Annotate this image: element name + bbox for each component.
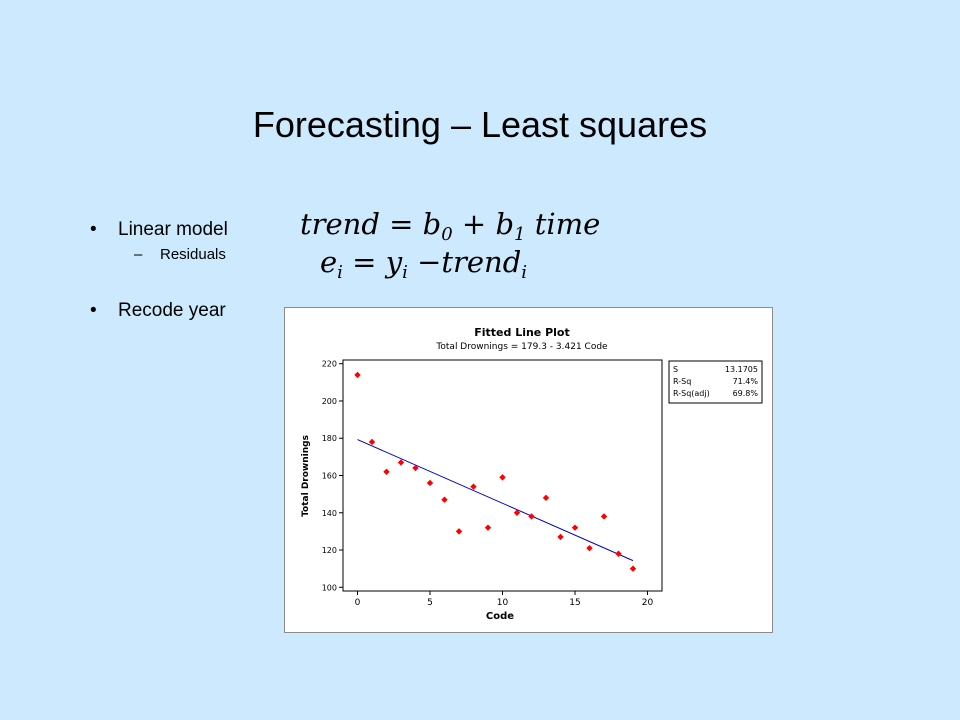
stats-box: S 13.1705 R-Sq 71.4% R-Sq(adj) 69.8%: [668, 360, 763, 404]
bullet-linear-model: • Linear model: [90, 218, 228, 242]
data-point: [354, 371, 361, 379]
chart-subtitle: Total Drownings = 179.3 - 3.421 Code: [435, 342, 608, 352]
y-axis-label: Total Drownings: [301, 435, 311, 517]
data-point: [528, 513, 535, 520]
x-tick-label: 20: [642, 598, 654, 608]
data-point: [557, 533, 564, 541]
data-point: [513, 509, 521, 516]
stats-value: 69.8%: [733, 389, 759, 398]
bullet-text: Recode year: [118, 300, 226, 321]
data-point: [470, 483, 477, 490]
y-tick-label: 180: [322, 434, 337, 443]
stats-label: R-Sq(adj): [673, 389, 710, 398]
data-point: [542, 494, 550, 502]
data-point: [397, 459, 405, 466]
stats-label: R-Sq: [673, 377, 691, 386]
formula-term: trend: [300, 207, 380, 241]
chart-title: Fitted Line Plot: [474, 326, 570, 339]
fitted-regression-line: [357, 439, 634, 562]
y-tick-label: 140: [322, 509, 337, 518]
bullet-text: Linear model: [118, 219, 228, 240]
data-point: [426, 479, 434, 487]
formula-subscript: 1: [514, 224, 526, 245]
y-tick-label: 160: [322, 472, 337, 481]
x-tick-label: 0: [355, 598, 361, 608]
formula-term: trend: [441, 245, 522, 279]
stats-value: 13.1705: [725, 365, 758, 374]
fitted-line-plot: Fitted Line Plot Total Drownings = 179.3…: [284, 307, 773, 633]
x-tick-label: 5: [427, 598, 433, 608]
formula-subscript: i: [337, 262, 343, 283]
data-point: [383, 468, 390, 475]
x-axis-label: Code: [486, 611, 514, 622]
data-point: [629, 565, 637, 572]
data-point: [600, 513, 608, 520]
y-tick-label: 200: [322, 397, 337, 406]
x-tick-label: 10: [497, 598, 509, 608]
x-tick-label: 15: [569, 598, 580, 608]
formula-term: y: [385, 245, 403, 279]
data-point: [455, 528, 463, 535]
axes: 0 5 10 15 20 100 120 140 160 180 200 220: [322, 360, 654, 608]
bullet-recode-year: • Recode year: [90, 299, 226, 323]
data-point: [615, 550, 622, 557]
y-tick-label: 100: [322, 583, 337, 592]
subbullet-text: Residuals: [160, 246, 226, 263]
formula-term: b: [495, 207, 515, 241]
y-tick-label: 220: [322, 360, 337, 369]
formula-subscript: i: [402, 262, 408, 283]
stats-box-frame: [668, 360, 763, 404]
subbullet-dash: –: [134, 246, 143, 263]
y-tick-label: 120: [322, 546, 337, 555]
formula-subscript: i: [521, 262, 528, 283]
formula-term: e: [320, 245, 338, 279]
data-point: [499, 474, 506, 481]
data-point: [412, 464, 419, 472]
residual-formula: ei = yi −trendi: [320, 245, 528, 283]
stats-value: 71.4%: [733, 377, 759, 386]
formula-subscript: 0: [441, 224, 453, 245]
data-point: [586, 544, 593, 552]
formula-term: b: [422, 207, 442, 241]
slide-title: Forecasting – Least squares: [252, 104, 708, 145]
chart-svg: Fitted Line Plot Total Drownings = 179.3…: [301, 326, 763, 622]
stats-label: S: [673, 365, 678, 374]
bullet-dot: •: [90, 300, 97, 321]
data-point: [571, 524, 579, 531]
bullet-dot: •: [90, 219, 97, 240]
subbullet-residuals: – Residuals: [134, 245, 226, 265]
trend-formula: trend = b0 + b1 time: [300, 207, 601, 245]
formula-term: time: [534, 207, 601, 241]
